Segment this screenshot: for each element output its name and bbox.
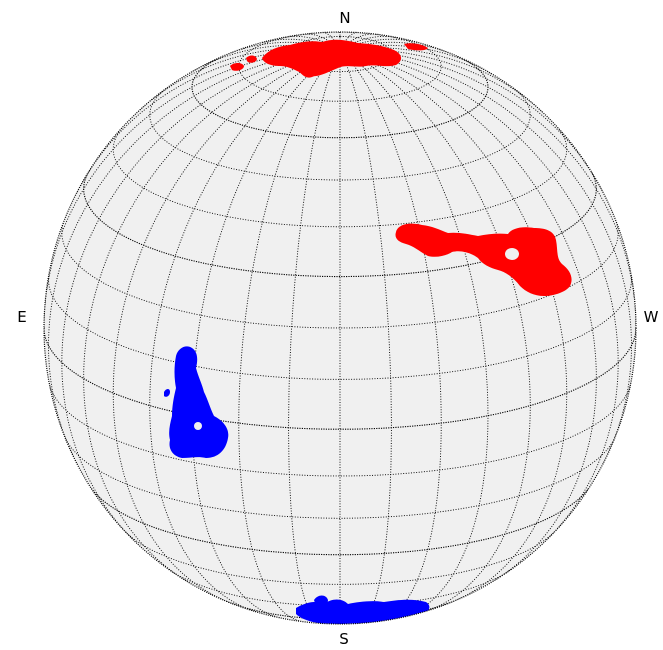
meridian-line xyxy=(339,49,531,613)
east-label: E xyxy=(17,308,26,326)
highlighted-regions xyxy=(164,39,572,624)
meridian-line xyxy=(339,33,377,51)
meridian-line xyxy=(322,32,341,51)
south-label: S xyxy=(339,630,349,648)
parallel-line xyxy=(90,487,590,556)
west-red-patch-gap xyxy=(505,248,519,260)
meridian-line xyxy=(340,49,636,329)
meridian-line xyxy=(189,44,341,74)
meridian-line xyxy=(339,49,619,541)
meridian-line xyxy=(83,49,341,584)
parallel-line xyxy=(149,88,531,181)
parallel-line xyxy=(83,170,597,278)
parallel-line xyxy=(48,276,632,380)
west-red-patch xyxy=(395,223,572,296)
meridian-line xyxy=(339,49,442,622)
parallel-line xyxy=(61,222,619,329)
meridian-line xyxy=(44,49,340,329)
meridian-line xyxy=(339,49,597,584)
south-pole-blue-patch xyxy=(296,595,430,624)
parallel-line xyxy=(64,436,616,519)
meridian-line xyxy=(303,33,341,51)
sphere-disc xyxy=(44,32,636,624)
sphere-outline xyxy=(43,31,637,625)
east-blue-patch xyxy=(164,346,229,458)
meridian-line xyxy=(149,49,341,613)
meridian-line xyxy=(339,32,358,51)
west-label: W xyxy=(644,308,659,326)
east-blue-patch-gap xyxy=(194,422,202,430)
meridian-line xyxy=(61,49,341,541)
parallel-line xyxy=(288,36,392,73)
north-pole-red-patch xyxy=(230,39,428,78)
meridian-line xyxy=(238,49,341,622)
meridian-line xyxy=(339,49,489,619)
north-label: N xyxy=(339,9,350,27)
